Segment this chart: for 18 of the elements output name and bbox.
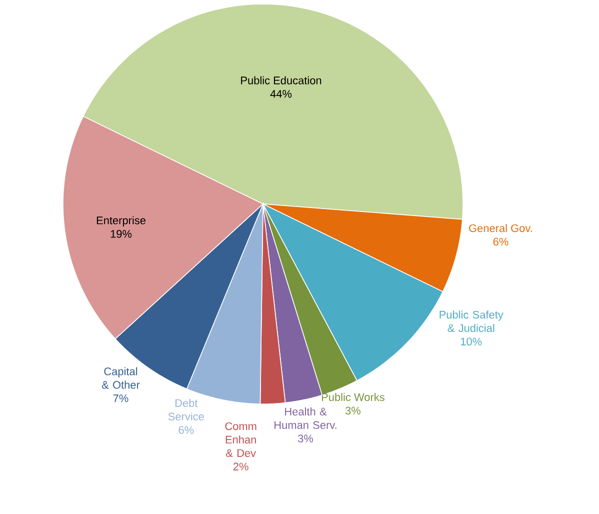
slice-label: Public Works	[322, 393, 384, 402]
data-label: 10%	[460, 338, 482, 346]
data-label: 3%	[345, 406, 360, 415]
data-label: 7%	[113, 394, 128, 402]
data-label: 44%	[270, 90, 292, 98]
slice-label: Comm Enhan & Dev	[225, 422, 256, 457]
slice-label: General Gov.	[469, 224, 532, 232]
slice-label: Capital & Other	[102, 367, 140, 389]
data-label: 6%	[493, 238, 508, 246]
slice-label: Public Education	[241, 76, 322, 84]
data-label: 19%	[110, 230, 132, 238]
slice-label: Health & Human Serv.	[274, 407, 336, 429]
data-label: 2%	[233, 462, 248, 470]
data-label: 3%	[298, 434, 314, 442]
slice-label: Enterprise	[96, 216, 146, 226]
data-label: 6%	[178, 426, 194, 434]
slice-label: Public Safety & Judicial	[440, 310, 504, 332]
slice-label: Debt Service	[168, 398, 204, 420]
